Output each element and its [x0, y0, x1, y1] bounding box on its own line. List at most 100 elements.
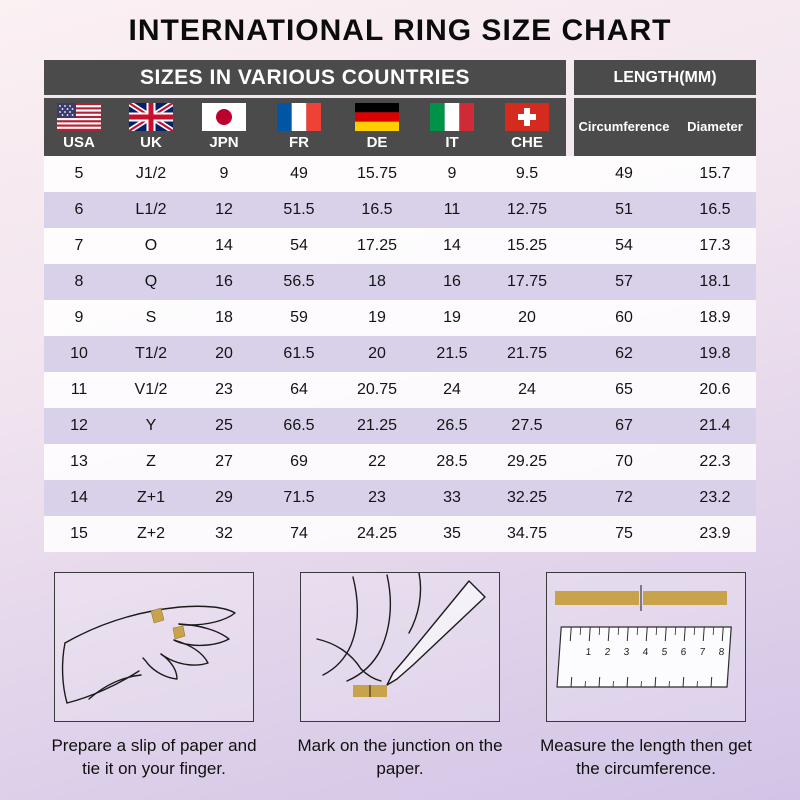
size-cell: V1/2 — [134, 381, 168, 398]
size-cell: 60 — [615, 309, 633, 326]
size-cell: 29.25 — [506, 453, 548, 470]
size-cell: 57 — [615, 273, 633, 290]
column-diameter: Diameter — [674, 98, 756, 156]
header-gap — [566, 60, 574, 98]
italy-flag-icon — [430, 102, 474, 131]
size-cell: 17.75 — [506, 273, 548, 290]
size-cell: 11 — [70, 381, 88, 398]
size-cell: 72 — [615, 489, 633, 506]
step-measure-length: 1 2 3 4 5 6 7 8 Measure the length then … — [536, 572, 756, 781]
size-cell: 26.5 — [436, 417, 468, 434]
size-cell: 20.75 — [356, 381, 398, 398]
size-cell: 20 — [518, 309, 536, 326]
size-row: 13 Z 27 69 22 28.5 29.25 70 22.3 — [44, 444, 756, 480]
column-gap — [566, 156, 574, 192]
column-gap — [566, 480, 574, 516]
size-row: 8 Q 16 56.5 18 16 17.75 57 18.1 — [44, 264, 756, 300]
size-cell: 22.3 — [699, 453, 731, 470]
svg-text:3: 3 — [623, 647, 630, 658]
size-cell: 18.9 — [699, 309, 731, 326]
size-cell: 24.25 — [356, 525, 398, 542]
column-circumference: Circumference — [574, 98, 674, 156]
size-cell: 16.5 — [699, 201, 731, 218]
size-cell: 56.5 — [283, 273, 315, 290]
switzerland-flag-icon — [505, 102, 549, 131]
size-cell: 19 — [368, 309, 386, 326]
size-cell: 12 — [70, 417, 88, 434]
flag-header-row: USA UK — [44, 98, 756, 156]
size-cell: 16 — [443, 273, 461, 290]
column-gap — [566, 228, 574, 264]
header-length-mm: LENGTH(MM) — [574, 60, 756, 98]
size-cell: 65 — [615, 381, 633, 398]
svg-text:8: 8 — [718, 647, 725, 658]
step-box-1 — [54, 572, 254, 722]
size-cell: 28.5 — [436, 453, 468, 470]
country-column-jpn: JPN — [188, 98, 260, 156]
size-cell: 18.1 — [699, 273, 731, 290]
size-cell: 21.75 — [506, 345, 548, 362]
size-row: 7 O 14 54 17.25 14 15.25 54 17.3 — [44, 228, 756, 264]
size-cell: J1/2 — [135, 165, 167, 182]
size-cell: 22 — [368, 453, 386, 470]
size-row: 15 Z+2 32 74 24.25 35 34.75 75 23.9 — [44, 516, 756, 552]
size-cell: 33 — [443, 489, 461, 506]
size-cell: 25 — [215, 417, 233, 434]
size-cell: 27.5 — [511, 417, 543, 434]
size-row: 10 T1/2 20 61.5 20 21.5 21.75 62 19.8 — [44, 336, 756, 372]
size-cell: 24 — [518, 381, 536, 398]
size-cell: 23 — [368, 489, 386, 506]
size-cell: 21.25 — [356, 417, 398, 434]
ring-size-table: SIZES IN VARIOUS COUNTRIES LENGTH(MM) — [44, 60, 756, 552]
size-cell: 17.25 — [356, 237, 398, 254]
size-cell: 14 — [70, 489, 88, 506]
column-gap — [566, 192, 574, 228]
svg-text:2: 2 — [604, 647, 611, 658]
column-gap — [566, 264, 574, 300]
size-cell: 15.25 — [506, 237, 548, 254]
size-cell: 32 — [215, 525, 233, 542]
size-cell: 18 — [215, 309, 233, 326]
size-cell: 15.75 — [356, 165, 398, 182]
instruction-steps: Prepare a slip of paper and tie it on yo… — [44, 572, 756, 781]
size-cell: 49 — [290, 165, 308, 182]
size-cell: 20 — [215, 345, 233, 362]
svg-text:4: 4 — [642, 647, 649, 658]
size-cell: 6 — [74, 201, 84, 218]
size-cell: L1/2 — [135, 201, 167, 218]
size-cell: 51.5 — [283, 201, 315, 218]
step-mark-junction: Mark on the junction on the paper. — [290, 572, 510, 781]
size-cell: 32.25 — [506, 489, 548, 506]
france-flag-icon — [277, 102, 321, 131]
size-cell: 9 — [447, 165, 457, 182]
size-row: 12 Y 25 66.5 21.25 26.5 27.5 67 21.4 — [44, 408, 756, 444]
usa-flag-icon — [57, 102, 101, 131]
size-cell: 61.5 — [283, 345, 315, 362]
size-cell: 34.75 — [506, 525, 548, 542]
column-gap — [566, 408, 574, 444]
column-gap — [566, 444, 574, 480]
country-label-jpn: JPN — [209, 133, 239, 151]
ruler-measuring-icon: 1 2 3 4 5 6 7 8 — [555, 585, 732, 688]
country-label-che: CHE — [511, 133, 543, 151]
size-cell: 15.7 — [699, 165, 731, 182]
size-cell: 29 — [215, 489, 233, 506]
size-cell: 49 — [615, 165, 633, 182]
header-gap — [566, 98, 574, 156]
column-gap — [566, 300, 574, 336]
step-box-2 — [300, 572, 500, 722]
uk-flag-icon — [129, 102, 173, 131]
size-row: 6 L1/2 12 51.5 16.5 11 12.75 51 16.5 — [44, 192, 756, 228]
size-row: 14 Z+1 29 71.5 23 33 32.25 72 23.2 — [44, 480, 756, 516]
size-cell: Z — [146, 453, 156, 470]
size-cell: 15 — [70, 525, 88, 542]
table-header-row: SIZES IN VARIOUS COUNTRIES LENGTH(MM) — [44, 60, 756, 98]
step-caption-3: Measure the length then get the circumfe… — [540, 736, 752, 778]
step-tie-paper: Prepare a slip of paper and tie it on yo… — [44, 572, 264, 781]
step-caption-2: Mark on the junction on the paper. — [297, 736, 503, 778]
size-cell: 19 — [443, 309, 461, 326]
svg-text:5: 5 — [661, 647, 668, 658]
size-row: 5 J1/2 9 49 15.75 9 9.5 49 15.7 — [44, 156, 756, 192]
column-gap — [566, 372, 574, 408]
size-cell: Z+2 — [136, 525, 165, 542]
